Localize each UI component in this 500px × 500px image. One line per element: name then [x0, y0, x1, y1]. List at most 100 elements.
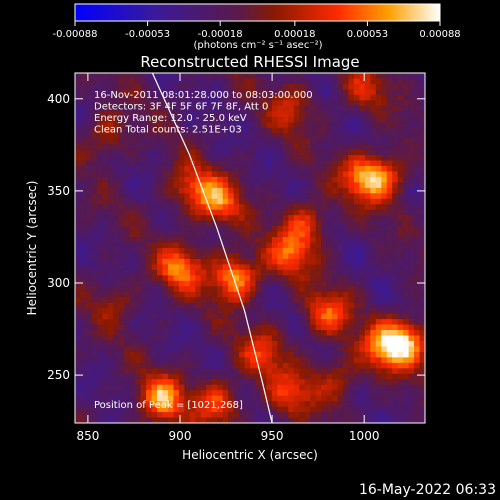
- heatmap-cell: [337, 412, 344, 418]
- heatmap-cell: [124, 362, 131, 369]
- heatmap-cell: [321, 237, 327, 243]
- heatmap-cell: [266, 373, 273, 380]
- heatmap-cell: [304, 308, 311, 315]
- heatmap-cell: [222, 373, 229, 380]
- heatmap-cell: [250, 171, 256, 178]
- heatmap-cell: [332, 379, 338, 386]
- heatmap-cell: [337, 111, 344, 118]
- heatmap-cell: [102, 116, 109, 123]
- heatmap-cell: [392, 357, 399, 364]
- heatmap-cell: [124, 105, 131, 112]
- heatmap-cell: [304, 116, 311, 123]
- heatmap-cell: [403, 127, 409, 134]
- heatmap-cell: [113, 319, 120, 325]
- heatmap-cell: [342, 242, 349, 249]
- heatmap-cell: [75, 253, 81, 260]
- heatmap-cell: [337, 286, 344, 293]
- heatmap-cell: [167, 144, 174, 150]
- heatmap-cell: [233, 291, 240, 298]
- heatmap-cell: [414, 187, 420, 194]
- heatmap-cell: [397, 357, 404, 364]
- heatmap-cell: [146, 226, 152, 232]
- heatmap-cell: [260, 226, 267, 232]
- heatmap-cell: [113, 340, 120, 347]
- heatmap-cell: [91, 313, 98, 320]
- heatmap-cell: [310, 258, 317, 265]
- heatmap-cell: [178, 286, 185, 293]
- heatmap-cell: [277, 198, 284, 205]
- heatmap-cell: [397, 308, 404, 315]
- heatmap-cell: [277, 215, 284, 222]
- heatmap-cell: [260, 297, 267, 304]
- heatmap-cell: [206, 242, 213, 249]
- heatmap-cell: [178, 138, 185, 145]
- heatmap-cell: [102, 319, 109, 325]
- heatmap-cell: [408, 94, 415, 101]
- colorbar-gradient: [74, 3, 441, 22]
- heatmap-cell: [397, 390, 404, 397]
- heatmap-cell: [157, 78, 163, 85]
- heatmap-cell: [129, 373, 136, 380]
- heatmap-cell: [206, 122, 213, 129]
- heatmap-cell: [310, 379, 317, 386]
- heatmap-cell: [392, 280, 399, 287]
- heatmap-cell: [157, 220, 163, 227]
- heatmap-cell: [228, 122, 234, 129]
- heatmap-cell: [140, 319, 147, 325]
- heatmap-cell: [239, 297, 245, 304]
- heatmap-cell: [146, 308, 152, 315]
- heatmap-cell: [359, 160, 366, 167]
- heatmap-cell: [266, 395, 273, 402]
- heatmap-cell: [288, 346, 295, 353]
- heatmap-cell: [255, 89, 262, 96]
- heatmap-cell: [118, 264, 125, 271]
- heatmap-cell: [85, 111, 92, 118]
- heatmap-cell: [419, 171, 425, 178]
- heatmap-cell: [414, 280, 420, 287]
- heatmap-cell: [184, 122, 191, 129]
- heatmap-cell: [173, 297, 180, 304]
- heatmap-cell: [222, 144, 229, 150]
- heatmap-cell: [96, 379, 103, 386]
- heatmap-cell: [250, 89, 256, 96]
- heatmap-cell: [419, 242, 425, 249]
- heatmap-cell: [364, 226, 371, 232]
- heatmap-cell: [315, 220, 322, 227]
- heatmap-cell: [146, 297, 152, 304]
- heatmap-cell: [277, 242, 284, 249]
- heatmap-cell: [353, 198, 360, 205]
- heatmap-cell: [118, 253, 125, 260]
- heatmap-cell: [370, 280, 377, 287]
- heatmap-cell: [200, 258, 207, 265]
- heatmap-cell: [255, 335, 262, 342]
- heatmap-cell: [135, 215, 142, 222]
- heatmap-cell: [96, 144, 103, 150]
- heatmap-cell: [96, 346, 103, 353]
- heatmap-cell: [299, 417, 306, 423]
- heatmap-cell: [282, 165, 289, 172]
- heatmap-cell: [250, 155, 256, 161]
- heatmap-cell: [337, 116, 344, 123]
- heatmap-cell: [129, 330, 136, 336]
- heatmap-cell: [310, 346, 317, 353]
- heatmap-cell: [140, 100, 147, 107]
- heatmap-cell: [146, 313, 152, 320]
- heatmap-cell: [304, 176, 311, 183]
- heatmap-cell: [233, 187, 240, 194]
- heatmap-cell: [288, 215, 295, 222]
- heatmap-cell: [419, 215, 425, 222]
- heatmap-cell: [337, 209, 344, 216]
- heatmap-cell: [228, 275, 234, 282]
- heatmap-cell: [228, 297, 234, 304]
- heatmap-cell: [140, 176, 147, 183]
- heatmap-cell: [228, 286, 234, 293]
- heatmap-cell: [173, 368, 180, 375]
- heatmap-cell: [162, 412, 169, 418]
- heatmap-cell: [124, 182, 131, 189]
- heatmap-cell: [80, 149, 87, 156]
- heatmap-cell: [392, 330, 399, 336]
- heatmap-cell: [146, 291, 152, 298]
- heatmap-cell: [293, 193, 300, 200]
- heatmap-cell: [375, 395, 382, 402]
- heatmap-cell: [173, 242, 180, 249]
